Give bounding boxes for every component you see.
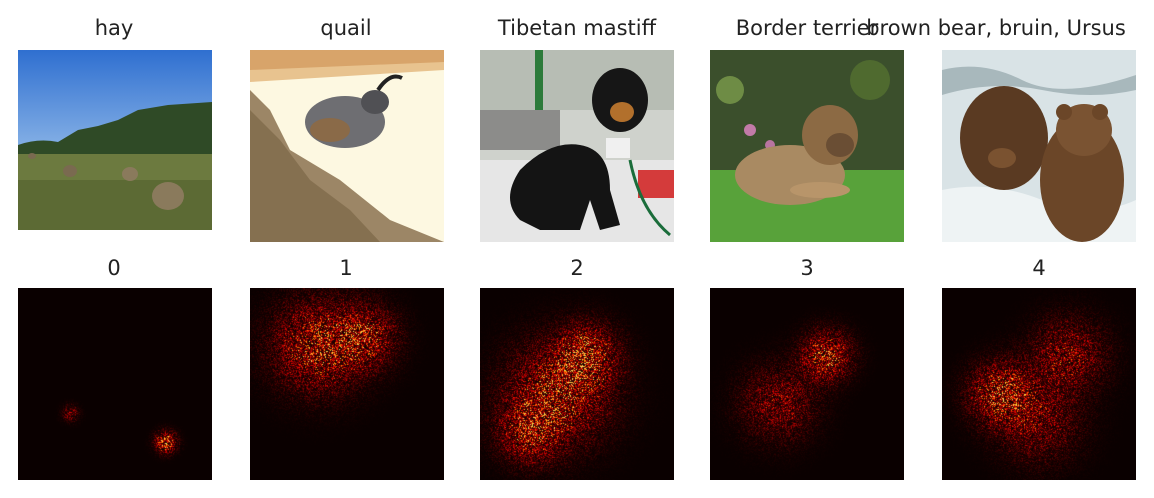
heatmap-title-0: 0 (107, 256, 121, 280)
saliency-heatmap-2 (480, 288, 674, 480)
photo-tibetan-mastiff (480, 50, 674, 242)
saliency-heatmap-0 (18, 288, 212, 480)
photo-quail (250, 50, 444, 242)
image-title-0: hay (94, 16, 134, 40)
saliency-canvas-4 (942, 288, 1136, 480)
heatmap-title-1: 1 (339, 256, 353, 280)
image-title-1: quail (320, 16, 372, 40)
saliency-canvas-0 (18, 288, 212, 480)
heatmap-title-2: 2 (570, 256, 584, 280)
heatmap-title-4: 4 (1032, 256, 1046, 280)
photo-hay-field (18, 50, 212, 230)
saliency-canvas-2 (480, 288, 674, 480)
image-title-4: brown bear, bruin, Ursus (866, 16, 1126, 40)
image-title-2: Tibetan mastiff (497, 16, 657, 40)
saliency-canvas-3 (710, 288, 904, 480)
saliency-canvas-1 (250, 288, 444, 480)
image-title-3: Border terrier (735, 16, 879, 40)
photo-border-terrier (710, 50, 904, 242)
saliency-heatmap-4 (942, 288, 1136, 480)
heatmap-title-3: 3 (800, 256, 814, 280)
saliency-heatmap-3 (710, 288, 904, 480)
saliency-heatmap-1 (250, 288, 444, 480)
photo-brown-bear (942, 50, 1136, 242)
